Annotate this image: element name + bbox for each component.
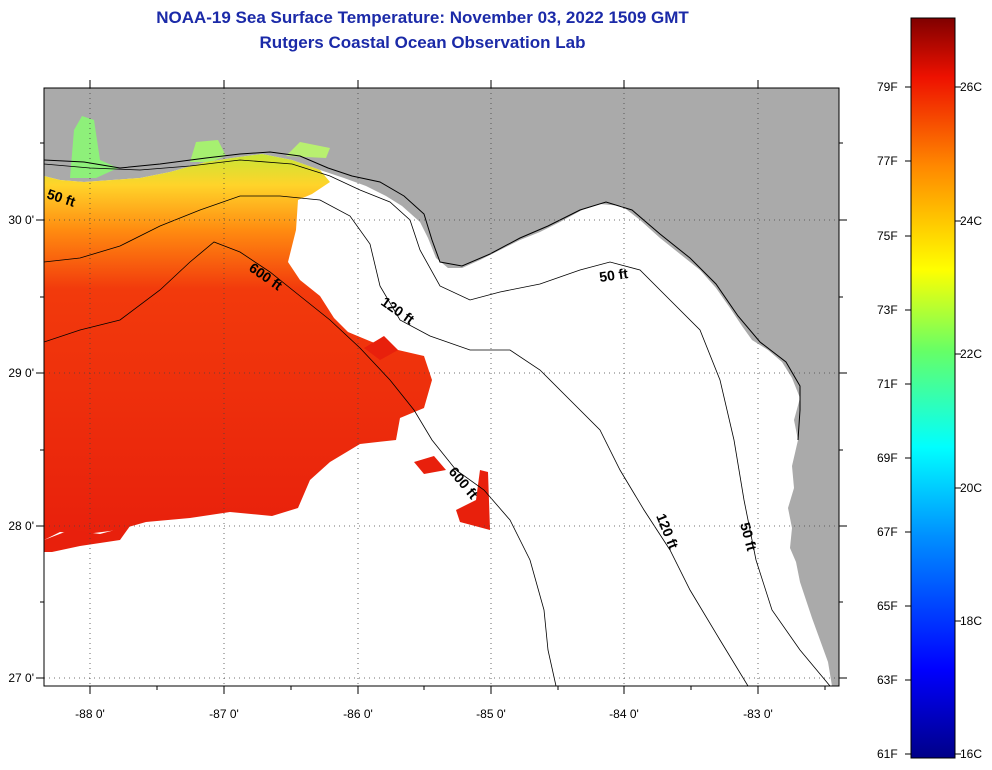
colorbar-ticks	[905, 86, 961, 755]
map-frame	[43, 87, 840, 687]
colorbar-f-label: 75F	[877, 229, 898, 243]
colorbar-f-label: 71F	[877, 377, 898, 391]
isobath-600ft	[44, 241, 557, 686]
lon-tick-label: -83 0'	[743, 707, 773, 721]
colorbar-f-label: 61F	[877, 747, 898, 761]
sst-warm-water	[44, 154, 432, 540]
lon-tick-label: -85 0'	[476, 707, 506, 721]
colorbar-f-label: 63F	[877, 673, 898, 687]
isobath-label: 50 ft	[737, 521, 760, 553]
colorbar-c-label: 26C	[960, 80, 982, 94]
coastline	[44, 151, 801, 441]
coastal-bay-water-3	[286, 142, 330, 158]
colorbar-c-label: 22C	[960, 347, 982, 361]
isobath-50ft	[44, 159, 831, 686]
isobath-120ft	[44, 195, 749, 686]
colorbar-f-label: 65F	[877, 599, 898, 613]
lon-tick-label: -86 0'	[343, 707, 373, 721]
lat-tick-label: 29 0'	[8, 366, 34, 380]
lat-tick-label: 28 0'	[8, 519, 34, 533]
coastal-bay-water	[70, 116, 118, 178]
colorbar-f-label: 67F	[877, 525, 898, 539]
colorbar-c-label: 16C	[960, 747, 982, 761]
map-subtitle: Rutgers Coastal Ocean Observation Lab	[259, 33, 586, 52]
sst-patch-3	[364, 336, 398, 360]
lon-tick-label: -84 0'	[609, 707, 639, 721]
lat-tick-label: 27 0'	[8, 671, 34, 685]
colorbar-f-label: 69F	[877, 451, 898, 465]
colorbar-c-label: 20C	[960, 481, 982, 495]
map-title: NOAA-19 Sea Surface Temperature: Novembe…	[156, 8, 689, 27]
sst-patch	[456, 470, 490, 530]
sst-patch-4	[44, 526, 130, 552]
frame-ticks	[36, 80, 847, 694]
colorbar	[910, 17, 956, 759]
isobath-label: 50 ft	[598, 265, 629, 285]
colorbar-c-label: 18C	[960, 614, 982, 628]
lat-tick-label: 30 0'	[8, 213, 34, 227]
colorbar-f-label: 73F	[877, 303, 898, 317]
lon-tick-label: -88 0'	[75, 707, 105, 721]
colorbar-c-label: 24C	[960, 214, 982, 228]
colorbar-f-label: 79F	[877, 80, 898, 94]
sst-patch-2	[414, 456, 446, 474]
land-mass	[44, 88, 839, 686]
lon-tick-label: -87 0'	[209, 707, 239, 721]
colorbar-f-label: 77F	[877, 154, 898, 168]
